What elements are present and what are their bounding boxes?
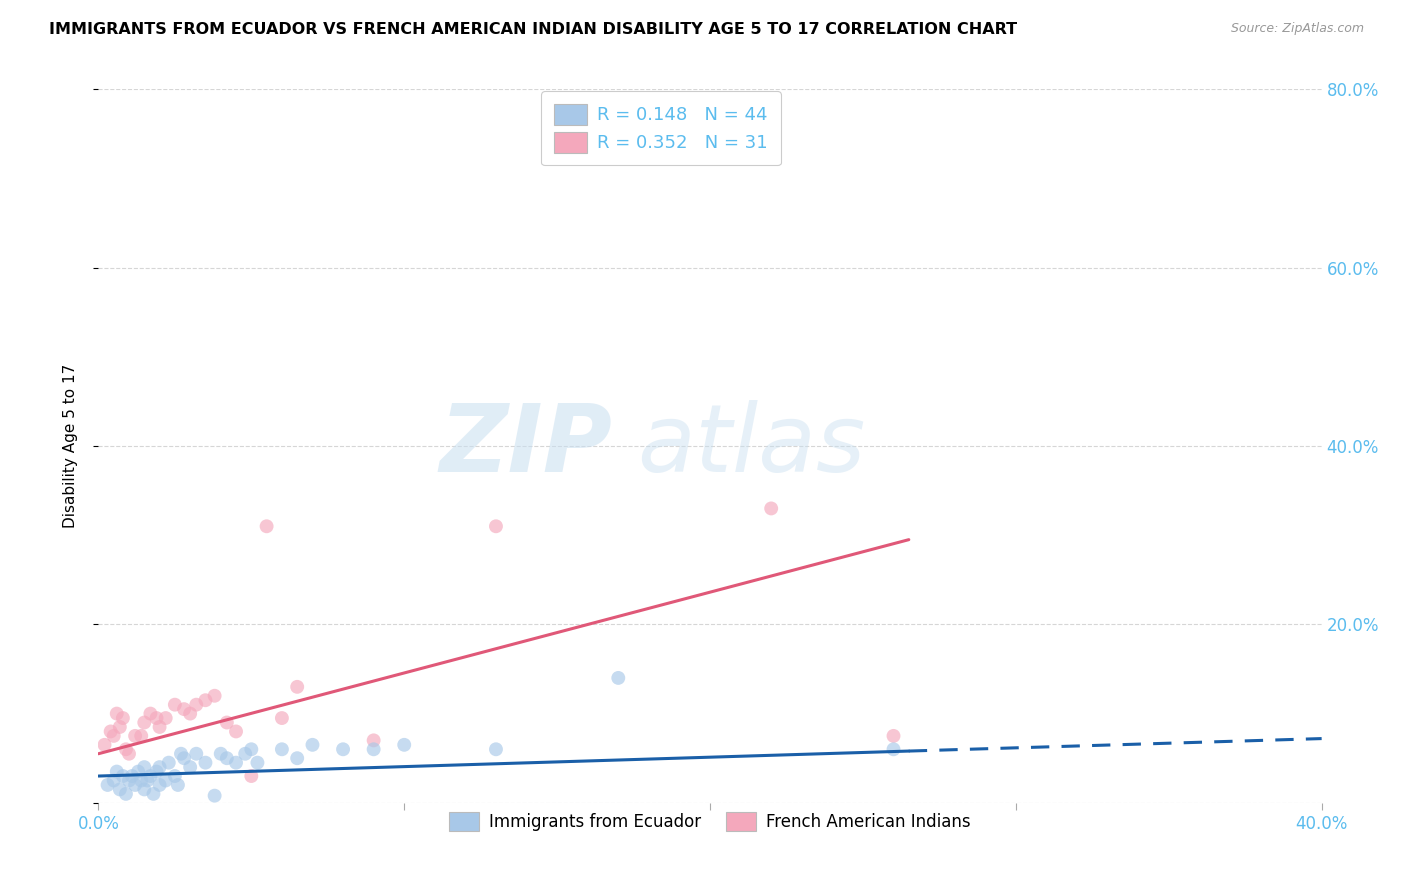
Point xyxy=(97,778,120,792)
Point xyxy=(100,724,122,739)
Point xyxy=(194,693,217,707)
Point xyxy=(155,711,177,725)
Legend: Immigrants from Ecuador, French American Indians: Immigrants from Ecuador, French American… xyxy=(439,802,981,841)
Point xyxy=(115,787,138,801)
Point xyxy=(142,787,165,801)
Point xyxy=(240,742,263,756)
Point xyxy=(225,724,247,739)
Point xyxy=(179,760,201,774)
Point xyxy=(118,747,141,761)
Point xyxy=(233,747,256,761)
Point xyxy=(124,729,146,743)
Point xyxy=(301,738,323,752)
Point xyxy=(485,519,508,533)
Point xyxy=(883,729,905,743)
Point xyxy=(136,773,159,788)
Text: ZIP: ZIP xyxy=(439,400,612,492)
Point xyxy=(139,706,162,721)
Point xyxy=(883,742,905,756)
Point xyxy=(149,760,172,774)
Point xyxy=(145,711,167,725)
Point xyxy=(392,738,416,752)
Point xyxy=(225,756,247,770)
Point xyxy=(204,789,226,803)
Point xyxy=(139,769,162,783)
Point xyxy=(103,773,125,788)
Point xyxy=(155,773,177,788)
Point xyxy=(108,720,131,734)
Point xyxy=(215,751,238,765)
Point xyxy=(173,751,195,765)
Point xyxy=(363,733,385,747)
Point xyxy=(145,764,167,779)
Point xyxy=(129,773,152,788)
Point xyxy=(115,742,138,756)
Point xyxy=(163,698,186,712)
Point xyxy=(149,720,172,734)
Point xyxy=(240,769,263,783)
Point xyxy=(204,689,226,703)
Point xyxy=(270,711,292,725)
Point xyxy=(256,519,278,533)
Point xyxy=(111,769,134,783)
Point xyxy=(186,747,208,761)
Point xyxy=(111,711,134,725)
Point xyxy=(121,769,143,783)
Point xyxy=(163,769,186,783)
Point xyxy=(134,715,156,730)
Point xyxy=(607,671,630,685)
Point xyxy=(179,706,201,721)
Y-axis label: Disability Age 5 to 17: Disability Age 5 to 17 xyxy=(63,364,77,528)
Point xyxy=(186,698,208,712)
Point xyxy=(105,764,128,779)
Point xyxy=(285,751,308,765)
Text: Source: ZipAtlas.com: Source: ZipAtlas.com xyxy=(1230,22,1364,36)
Point xyxy=(118,773,141,788)
Point xyxy=(363,742,385,756)
Point xyxy=(124,778,146,792)
Point xyxy=(215,715,238,730)
Point xyxy=(129,729,152,743)
Point xyxy=(209,747,232,761)
Point xyxy=(194,756,217,770)
Point xyxy=(173,702,195,716)
Point xyxy=(149,778,172,792)
Point xyxy=(332,742,354,756)
Point xyxy=(246,756,269,770)
Text: IMMIGRANTS FROM ECUADOR VS FRENCH AMERICAN INDIAN DISABILITY AGE 5 TO 17 CORRELA: IMMIGRANTS FROM ECUADOR VS FRENCH AMERIC… xyxy=(49,22,1018,37)
Point xyxy=(157,756,180,770)
Point xyxy=(103,729,125,743)
Text: atlas: atlas xyxy=(637,401,865,491)
Point xyxy=(285,680,308,694)
Point xyxy=(485,742,508,756)
Point xyxy=(105,706,128,721)
Point xyxy=(170,747,193,761)
Point xyxy=(270,742,292,756)
Point xyxy=(167,778,190,792)
Point xyxy=(127,764,149,779)
Point xyxy=(93,738,115,752)
Point xyxy=(134,760,156,774)
Point xyxy=(134,782,156,797)
Point xyxy=(108,782,131,797)
Point xyxy=(759,501,782,516)
